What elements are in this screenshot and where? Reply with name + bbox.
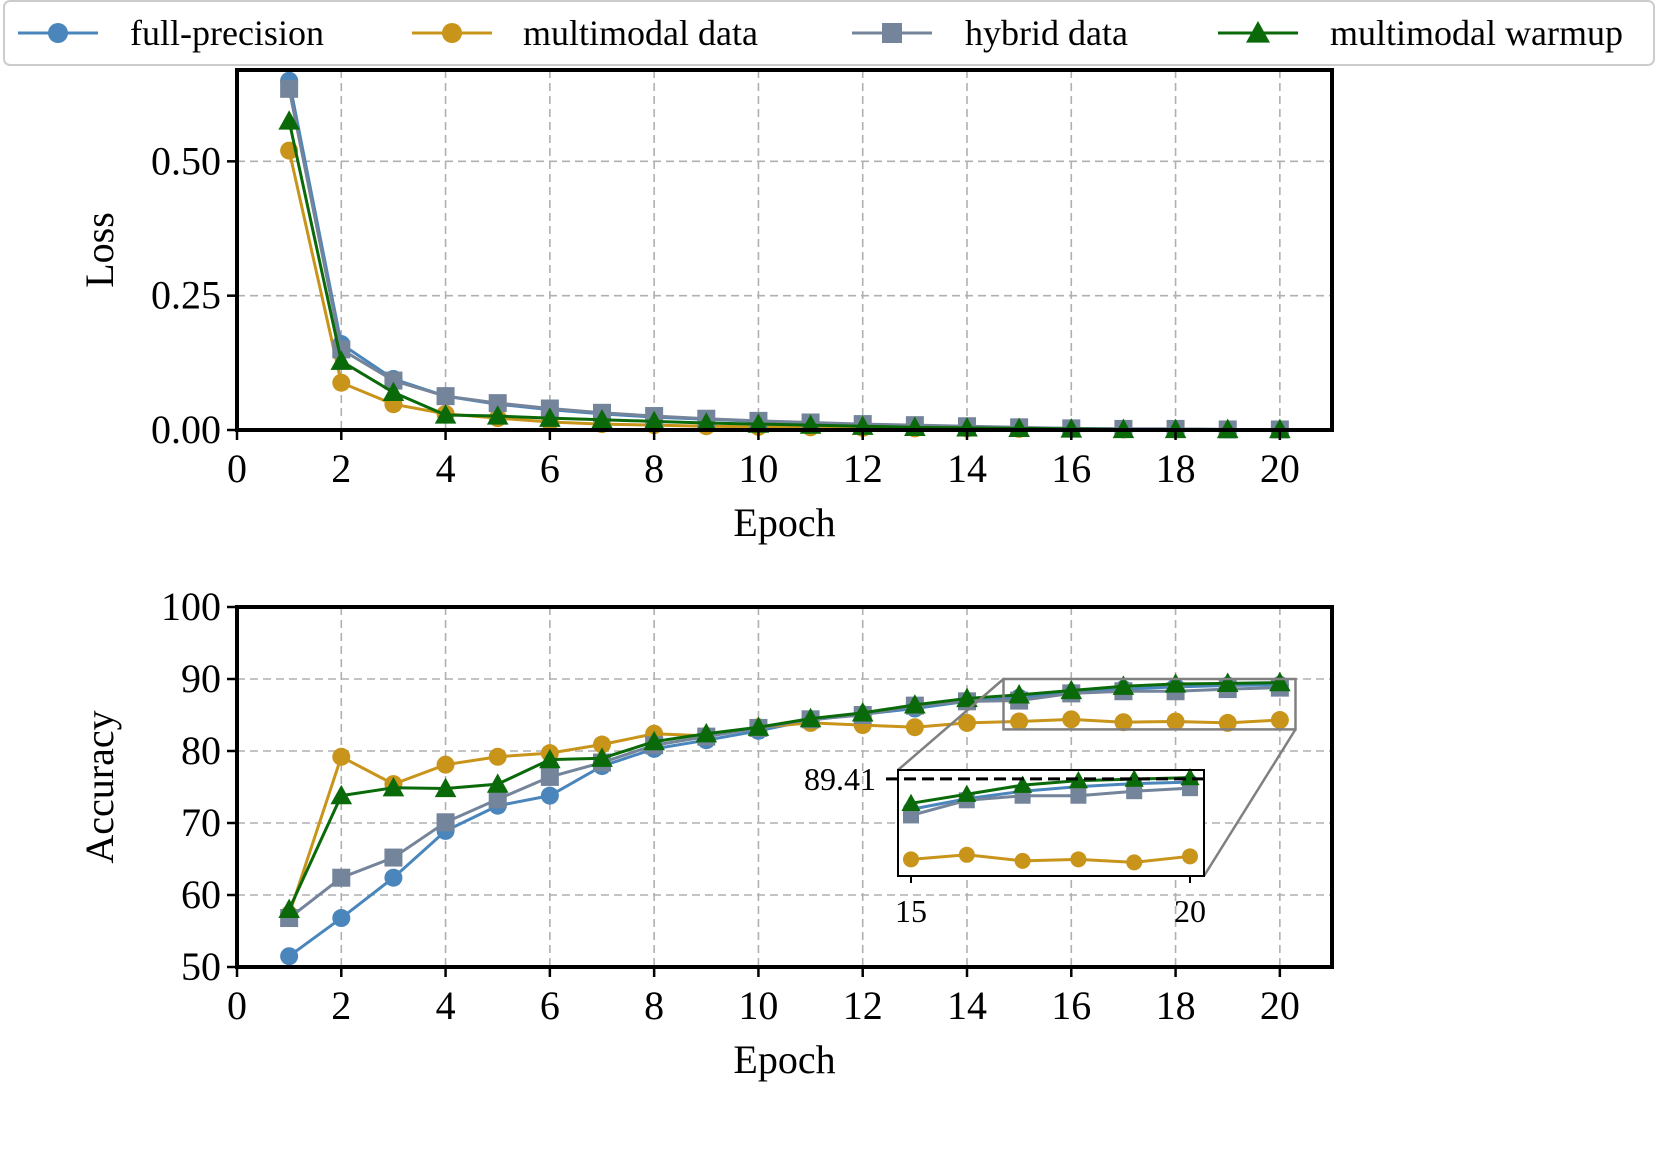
x-tick-label: 16 xyxy=(1051,446,1091,491)
series xyxy=(278,110,1290,438)
data-point xyxy=(384,849,402,867)
data-point xyxy=(489,748,507,766)
legend-label: hybrid data xyxy=(965,13,1128,53)
x-tick-label: 4 xyxy=(436,446,456,491)
data-point xyxy=(332,374,350,392)
data-point xyxy=(541,768,559,786)
inset-data-point xyxy=(1015,853,1031,869)
y-tick-label: 50 xyxy=(181,944,221,989)
data-point xyxy=(487,773,509,792)
data-point xyxy=(332,909,350,927)
x-tick-label: 12 xyxy=(843,446,883,491)
data-point xyxy=(332,748,350,766)
y-tick-label: 0.25 xyxy=(151,273,221,318)
x-tick-label: 8 xyxy=(644,446,664,491)
y-tick-label: 0.00 xyxy=(151,407,221,452)
x-tick-label: 4 xyxy=(436,983,456,1028)
inset-data-point xyxy=(1182,848,1198,864)
inset-data-point xyxy=(903,851,919,867)
y-tick-label: 80 xyxy=(181,728,221,773)
data-point xyxy=(541,787,559,805)
x-tick-label: 6 xyxy=(540,983,560,1028)
inset-data-point xyxy=(1126,854,1142,870)
accuracy-y-ticks: 50 60 70 80 90 100 xyxy=(161,584,237,989)
data-point xyxy=(437,813,455,831)
x-tick-label: 16 xyxy=(1051,983,1091,1028)
legend-label: multimodal warmup xyxy=(1330,13,1623,53)
x-tick-label: 0 xyxy=(227,983,247,1028)
legend-marker xyxy=(48,23,68,43)
legend-label: full-precision xyxy=(130,13,324,53)
loss-y-ticks: 0.00 0.25 0.50 xyxy=(151,138,237,452)
accuracy-x-ticks: 0 2 4 6 8 10 12 14 16 18 20 xyxy=(227,967,1300,1028)
legend-marker xyxy=(442,23,462,43)
x-tick-label: 14 xyxy=(947,446,987,491)
data-point xyxy=(1271,711,1289,729)
y-tick-label: 70 xyxy=(181,800,221,845)
data-point xyxy=(1010,712,1028,730)
data-point xyxy=(906,718,924,736)
accuracy-x-axis-label: Epoch xyxy=(733,1037,835,1082)
x-tick-label: 18 xyxy=(1156,983,1196,1028)
series xyxy=(280,142,1289,439)
x-tick-label: 0 xyxy=(227,446,247,491)
legend: full-precision multimodal data hybrid data… xyxy=(4,1,1654,65)
x-tick-label: 14 xyxy=(947,983,987,1028)
x-tick-label: 6 xyxy=(540,446,560,491)
x-tick-label: 20 xyxy=(1260,446,1300,491)
loss-chart: 0 2 4 6 8 10 12 14 16 18 20 0.00 0.25 0.50 Epoch Los… xyxy=(77,70,1332,545)
x-tick-label: 20 xyxy=(1260,983,1300,1028)
loss-y-axis-label: Loss xyxy=(77,212,122,288)
x-tick-label: 12 xyxy=(843,983,883,1028)
data-point xyxy=(280,947,298,965)
x-tick-label: 8 xyxy=(644,983,664,1028)
series-line xyxy=(289,81,1280,430)
inset-data-point xyxy=(959,847,975,863)
data-point xyxy=(437,756,455,774)
legend-label: multimodal data xyxy=(523,13,758,53)
series-line xyxy=(289,89,1280,430)
inset-data-point xyxy=(1070,851,1086,867)
data-point xyxy=(280,80,298,98)
x-tick-label: 2 xyxy=(331,983,351,1028)
accuracy-inset: 89.41 15 20 xyxy=(804,761,1206,929)
y-tick-label: 100 xyxy=(161,584,221,629)
y-tick-label: 90 xyxy=(181,656,221,701)
data-point xyxy=(489,790,507,808)
inset-x-tick-label: 20 xyxy=(1174,893,1206,929)
accuracy-y-axis-label: Accuracy xyxy=(77,710,122,863)
y-tick-label: 0.50 xyxy=(151,138,221,183)
data-point xyxy=(278,899,300,918)
x-tick-label: 2 xyxy=(331,446,351,491)
loss-series xyxy=(278,72,1290,439)
legend-marker xyxy=(882,23,902,43)
loss-x-ticks: 0 2 4 6 8 10 12 14 16 18 20 xyxy=(227,430,1300,491)
data-point xyxy=(384,869,402,887)
data-point xyxy=(437,387,455,405)
series-line xyxy=(289,121,1280,429)
y-tick-label: 60 xyxy=(181,872,221,917)
inset-x-tick-label: 15 xyxy=(895,893,927,929)
accuracy-chart: 0 2 4 6 8 10 12 14 16 18 20 50 60 70 80 90 100 Epoch Ac… xyxy=(77,584,1332,1082)
x-tick-label: 10 xyxy=(738,983,778,1028)
series xyxy=(280,72,1289,439)
inset-reference-label: 89.41 xyxy=(804,761,876,797)
series xyxy=(280,80,1289,439)
data-point xyxy=(332,869,350,887)
inset-data-point xyxy=(1070,788,1086,804)
x-tick-label: 18 xyxy=(1156,446,1196,491)
data-point xyxy=(1062,710,1080,728)
data-point xyxy=(1167,712,1185,730)
inset-x-ticks: 15 20 xyxy=(895,876,1206,929)
x-tick-label: 10 xyxy=(738,446,778,491)
loss-x-axis-label: Epoch xyxy=(733,500,835,545)
